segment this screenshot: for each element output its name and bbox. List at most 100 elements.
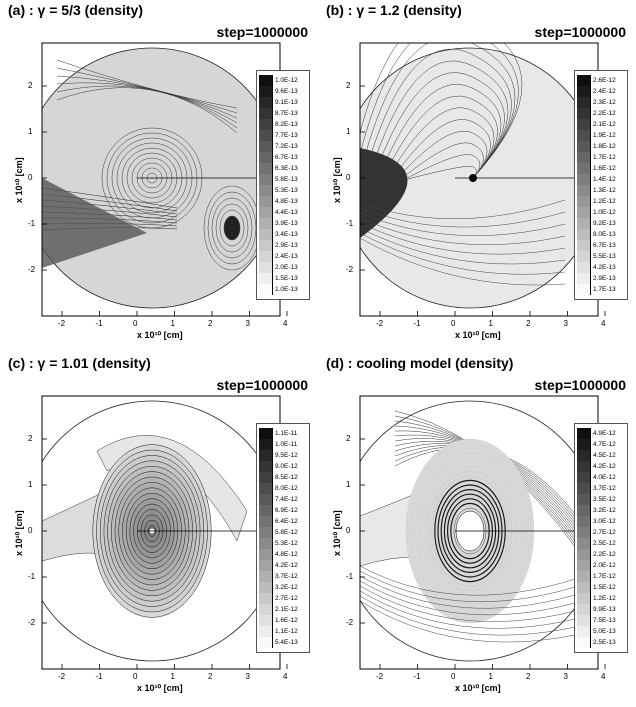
colorbar-label: 2.7E-12 bbox=[275, 595, 298, 602]
colorbar-label: 9.6E-13 bbox=[275, 88, 298, 95]
colorbar-swatch bbox=[577, 461, 591, 472]
step-label: step=1000000 bbox=[534, 24, 626, 40]
x-tick-label: -2 bbox=[376, 672, 384, 681]
colorbar-label: 2.4E-12 bbox=[593, 88, 616, 95]
colorbar-legend: 4.9E-12 4.7E-12 4.5E-12 4.2E-12 4.0E-12 3.7E-… bbox=[574, 423, 628, 653]
colorbar-label: 3.4E-13 bbox=[275, 231, 298, 238]
colorbar-swatch bbox=[577, 571, 591, 582]
y-tick-label: 0 bbox=[346, 173, 351, 182]
colorbar-swatch bbox=[577, 130, 591, 141]
colorbar-label: 5.0E-13 bbox=[593, 628, 616, 635]
colorbar-label: 1.0E-13 bbox=[275, 286, 298, 293]
x-tick-label: -2 bbox=[376, 319, 384, 328]
colorbar-swatch bbox=[259, 637, 273, 648]
x-tick-label: 2 bbox=[208, 672, 213, 681]
colorbar-label: 1.8E-12 bbox=[593, 143, 616, 150]
x-tick-label: 0 bbox=[451, 319, 456, 328]
colorbar-swatch bbox=[577, 97, 591, 108]
colorbar-swatch bbox=[577, 229, 591, 240]
colorbar-swatch bbox=[577, 626, 591, 637]
colorbar-swatch bbox=[577, 615, 591, 626]
colorbar-label: 6.9E-12 bbox=[275, 507, 298, 514]
colorbar-label: 7.5E-13 bbox=[593, 617, 616, 624]
colorbar-label: 3.7E-12 bbox=[593, 485, 616, 492]
step-label: step=1000000 bbox=[534, 377, 626, 393]
colorbar-label: 4.5E-12 bbox=[593, 452, 616, 459]
y-tick-label: 2 bbox=[346, 81, 351, 90]
colorbar-swatch bbox=[577, 439, 591, 450]
colorbar-label: 1.4E-12 bbox=[593, 176, 616, 183]
colorbar-swatch bbox=[577, 472, 591, 483]
contour-plot bbox=[41, 395, 288, 670]
colorbar-label: 3.2E-12 bbox=[275, 584, 298, 591]
colorbar-swatch bbox=[577, 273, 591, 284]
x-tick-label: -1 bbox=[413, 672, 421, 681]
colorbar-legend: 1.0E-12 9.6E-13 9.1E-13 8.7E-13 8.2E-13 7.7E-… bbox=[256, 70, 310, 300]
y-tick-label: -1 bbox=[346, 572, 354, 581]
colorbar-label: 6.7E-13 bbox=[593, 242, 616, 249]
colorbar-label: 6.4E-12 bbox=[275, 518, 298, 525]
colorbar-label: 1.7E-12 bbox=[593, 154, 616, 161]
colorbar-swatch bbox=[259, 97, 273, 108]
colorbar-label: 5.3E-13 bbox=[275, 187, 298, 194]
colorbar-label: 2.7E-12 bbox=[593, 529, 616, 536]
colorbar-label: 4.7E-12 bbox=[593, 441, 616, 448]
x-tick-label: 1 bbox=[488, 672, 493, 681]
x-tick-label: 0 bbox=[451, 672, 456, 681]
colorbar-swatch bbox=[577, 505, 591, 516]
colorbar-label: 3.9E-13 bbox=[275, 220, 298, 227]
colorbar-swatch bbox=[259, 472, 273, 483]
colorbar-label: 1.7E-12 bbox=[593, 573, 616, 580]
colorbar-swatch bbox=[259, 549, 273, 560]
colorbar-label: 2.2E-12 bbox=[593, 110, 616, 117]
panel-b: (b) : γ = 1.2 (density) step=1000000 -2 -1 0… bbox=[318, 0, 636, 353]
colorbar-label: 9.9E-13 bbox=[593, 606, 616, 613]
colorbar-swatch bbox=[577, 494, 591, 505]
colorbar-label: 9.5E-12 bbox=[275, 452, 298, 459]
colorbar-label: 3.5E-12 bbox=[593, 496, 616, 503]
colorbar-label: 4.0E-12 bbox=[593, 474, 616, 481]
x-tick-label: 4 bbox=[601, 672, 606, 681]
colorbar-swatch bbox=[577, 450, 591, 461]
colorbar-label: 1.0E-12 bbox=[275, 77, 298, 84]
colorbar-label: 1.9E-12 bbox=[593, 132, 616, 139]
x-tick-label: 1 bbox=[170, 319, 175, 328]
colorbar-swatch bbox=[577, 527, 591, 538]
colorbar-label: 1.0E-11 bbox=[275, 441, 298, 448]
x-tick-label: 1 bbox=[488, 319, 493, 328]
colorbar-swatch bbox=[577, 240, 591, 251]
colorbar-label: 1.7E-13 bbox=[593, 286, 616, 293]
y-tick-label: 1 bbox=[346, 127, 351, 136]
colorbar-swatch bbox=[259, 218, 273, 229]
y-tick-label: 2 bbox=[28, 81, 33, 90]
colorbar-label: 1.1E-12 bbox=[275, 628, 298, 635]
colorbar-swatch bbox=[577, 637, 591, 648]
x-tick-label: 2 bbox=[208, 319, 213, 328]
colorbar-label: 5.8E-13 bbox=[275, 176, 298, 183]
colorbar-swatch bbox=[577, 428, 591, 439]
colorbar-legend: 2.6E-12 2.4E-12 2.3E-12 2.2E-12 2.1E-12 1.9E-… bbox=[574, 70, 628, 300]
colorbar-label: 8.2E-13 bbox=[275, 121, 298, 128]
x-tick-label: -1 bbox=[95, 319, 103, 328]
colorbar-label: 2.1E-12 bbox=[593, 121, 616, 128]
x-tick-label: 2 bbox=[526, 672, 531, 681]
y-tick-label: 0 bbox=[28, 173, 33, 182]
colorbar-swatch bbox=[259, 560, 273, 571]
colorbar-label: 9.0E-12 bbox=[275, 463, 298, 470]
colorbar-swatch bbox=[577, 582, 591, 593]
colorbar-swatch bbox=[577, 207, 591, 218]
colorbar-swatch bbox=[259, 108, 273, 119]
colorbar-swatch bbox=[577, 251, 591, 262]
colorbar-label: 1.1E-11 bbox=[275, 430, 298, 437]
y-tick-label: 1 bbox=[28, 480, 33, 489]
panel-a: (a) : γ = 5/3 (density) step=1000000 -2 -1 0… bbox=[0, 0, 318, 353]
colorbar-label: 7.2E-13 bbox=[275, 143, 298, 150]
colorbar-swatch bbox=[259, 284, 273, 295]
colorbar-swatch bbox=[259, 262, 273, 273]
colorbar-label: 5.3E-12 bbox=[275, 540, 298, 547]
colorbar-swatch bbox=[259, 185, 273, 196]
y-tick-label: -1 bbox=[28, 572, 36, 581]
colorbar-swatch bbox=[577, 174, 591, 185]
colorbar-swatch bbox=[577, 152, 591, 163]
colorbar-swatch bbox=[577, 141, 591, 152]
